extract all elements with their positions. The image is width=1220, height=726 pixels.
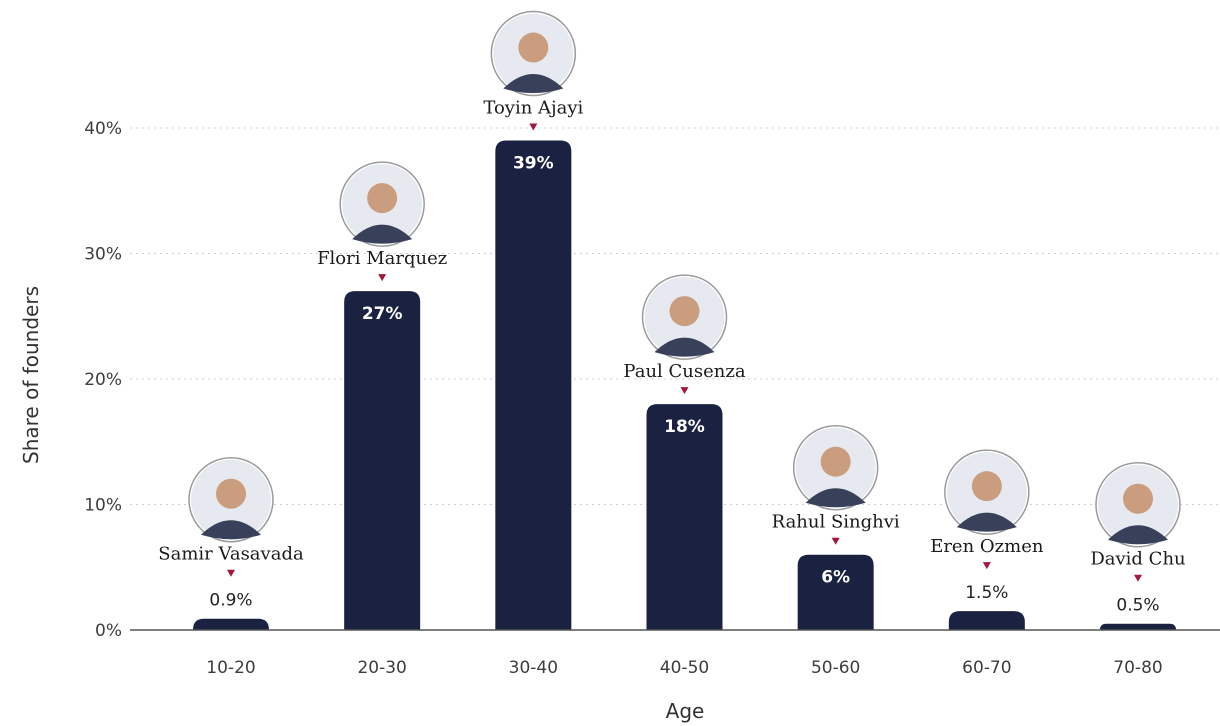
portrait-shoulders <box>805 488 866 508</box>
x-axis-title: Age <box>666 699 705 723</box>
portrait-head <box>971 471 1002 502</box>
founder-portrait-icon <box>339 161 425 247</box>
pointer-marker <box>1134 574 1142 582</box>
y-tick-label: 10% <box>84 496 122 516</box>
founder-portrait-icon <box>792 424 879 511</box>
portrait-head <box>216 478 246 509</box>
data-label: 0.9% <box>209 591 252 611</box>
data-label: 1.5% <box>965 583 1008 603</box>
y-axis-ticks: 0% 10% 20% 30% 40% <box>84 119 122 641</box>
bar <box>495 140 572 631</box>
founder-portrait-icon <box>641 274 728 360</box>
y-tick-label: 20% <box>84 370 122 390</box>
data-label: 27% <box>362 304 403 324</box>
gridlines <box>130 127 1220 505</box>
bar <box>948 611 1025 630</box>
founder-portrait-icon <box>490 10 577 97</box>
portrait-shoulders <box>201 520 261 540</box>
data-label: 6% <box>821 568 850 588</box>
portrait-shoulders <box>654 337 715 357</box>
x-tick-label: 30-40 <box>509 658 558 678</box>
portrait-shoulders <box>956 512 1017 532</box>
x-tick-label: 20-30 <box>357 658 406 678</box>
pointer-marker <box>982 562 991 570</box>
data-label: 0.5% <box>1116 596 1159 616</box>
founder-portrait-icon <box>944 449 1030 535</box>
pointer-marker <box>831 537 840 545</box>
portrait-shoulders <box>503 74 564 94</box>
founder-name-label: Samir Vasavada <box>158 544 304 565</box>
portrait-shoulders <box>1108 525 1168 545</box>
founder-name-label: Eren Ozmen <box>930 536 1044 557</box>
bar <box>646 404 723 630</box>
bar <box>1100 623 1176 630</box>
portrait-head <box>518 32 549 63</box>
y-tick-label: 40% <box>84 119 122 139</box>
bar <box>797 554 874 630</box>
y-tick-label: 30% <box>84 245 122 265</box>
portrait-head <box>669 296 700 327</box>
x-tick-label: 40-50 <box>660 658 709 678</box>
founder-name-label: David Chu <box>1090 549 1185 570</box>
founder-name-label: Flori Marquez <box>317 248 447 269</box>
x-tick-label: 60-70 <box>962 658 1011 678</box>
bar <box>193 618 269 630</box>
pointer-marker <box>529 123 538 131</box>
pointer-marker <box>680 387 689 395</box>
portrait-head <box>367 183 398 214</box>
portrait-head <box>820 446 851 477</box>
x-tick-label: 10-20 <box>206 658 255 678</box>
founder-name-label: Toyin Ajayi <box>483 98 583 119</box>
portrait-head <box>1123 483 1153 514</box>
data-label: 39% <box>513 154 554 174</box>
x-axis-ticks: 10-20 20-30 30-40 40-50 50-60 60-70 70-80 <box>206 658 1162 678</box>
pointer-marker <box>378 274 387 282</box>
founder-name-label: Rahul Singhvi <box>772 512 900 533</box>
founder-portrait-icon <box>1095 461 1181 548</box>
x-tick-label: 70-80 <box>1113 658 1162 678</box>
founder-name-label: Paul Cusenza <box>623 361 745 382</box>
bar <box>344 291 421 630</box>
founder-portrait-icon <box>188 456 274 543</box>
founder-annotations: 0.9% Samir Vasavada Flori Marquez Toyin Aja… <box>158 10 1186 616</box>
pointer-marker <box>227 569 235 577</box>
portrait-shoulders <box>352 224 413 244</box>
data-label: 18% <box>664 417 705 437</box>
y-tick-label: 0% <box>95 621 122 641</box>
x-tick-label: 50-60 <box>811 658 860 678</box>
bars: 27% 39% 18% 6% <box>193 140 1176 631</box>
y-axis-title: Share of founders <box>19 286 43 464</box>
